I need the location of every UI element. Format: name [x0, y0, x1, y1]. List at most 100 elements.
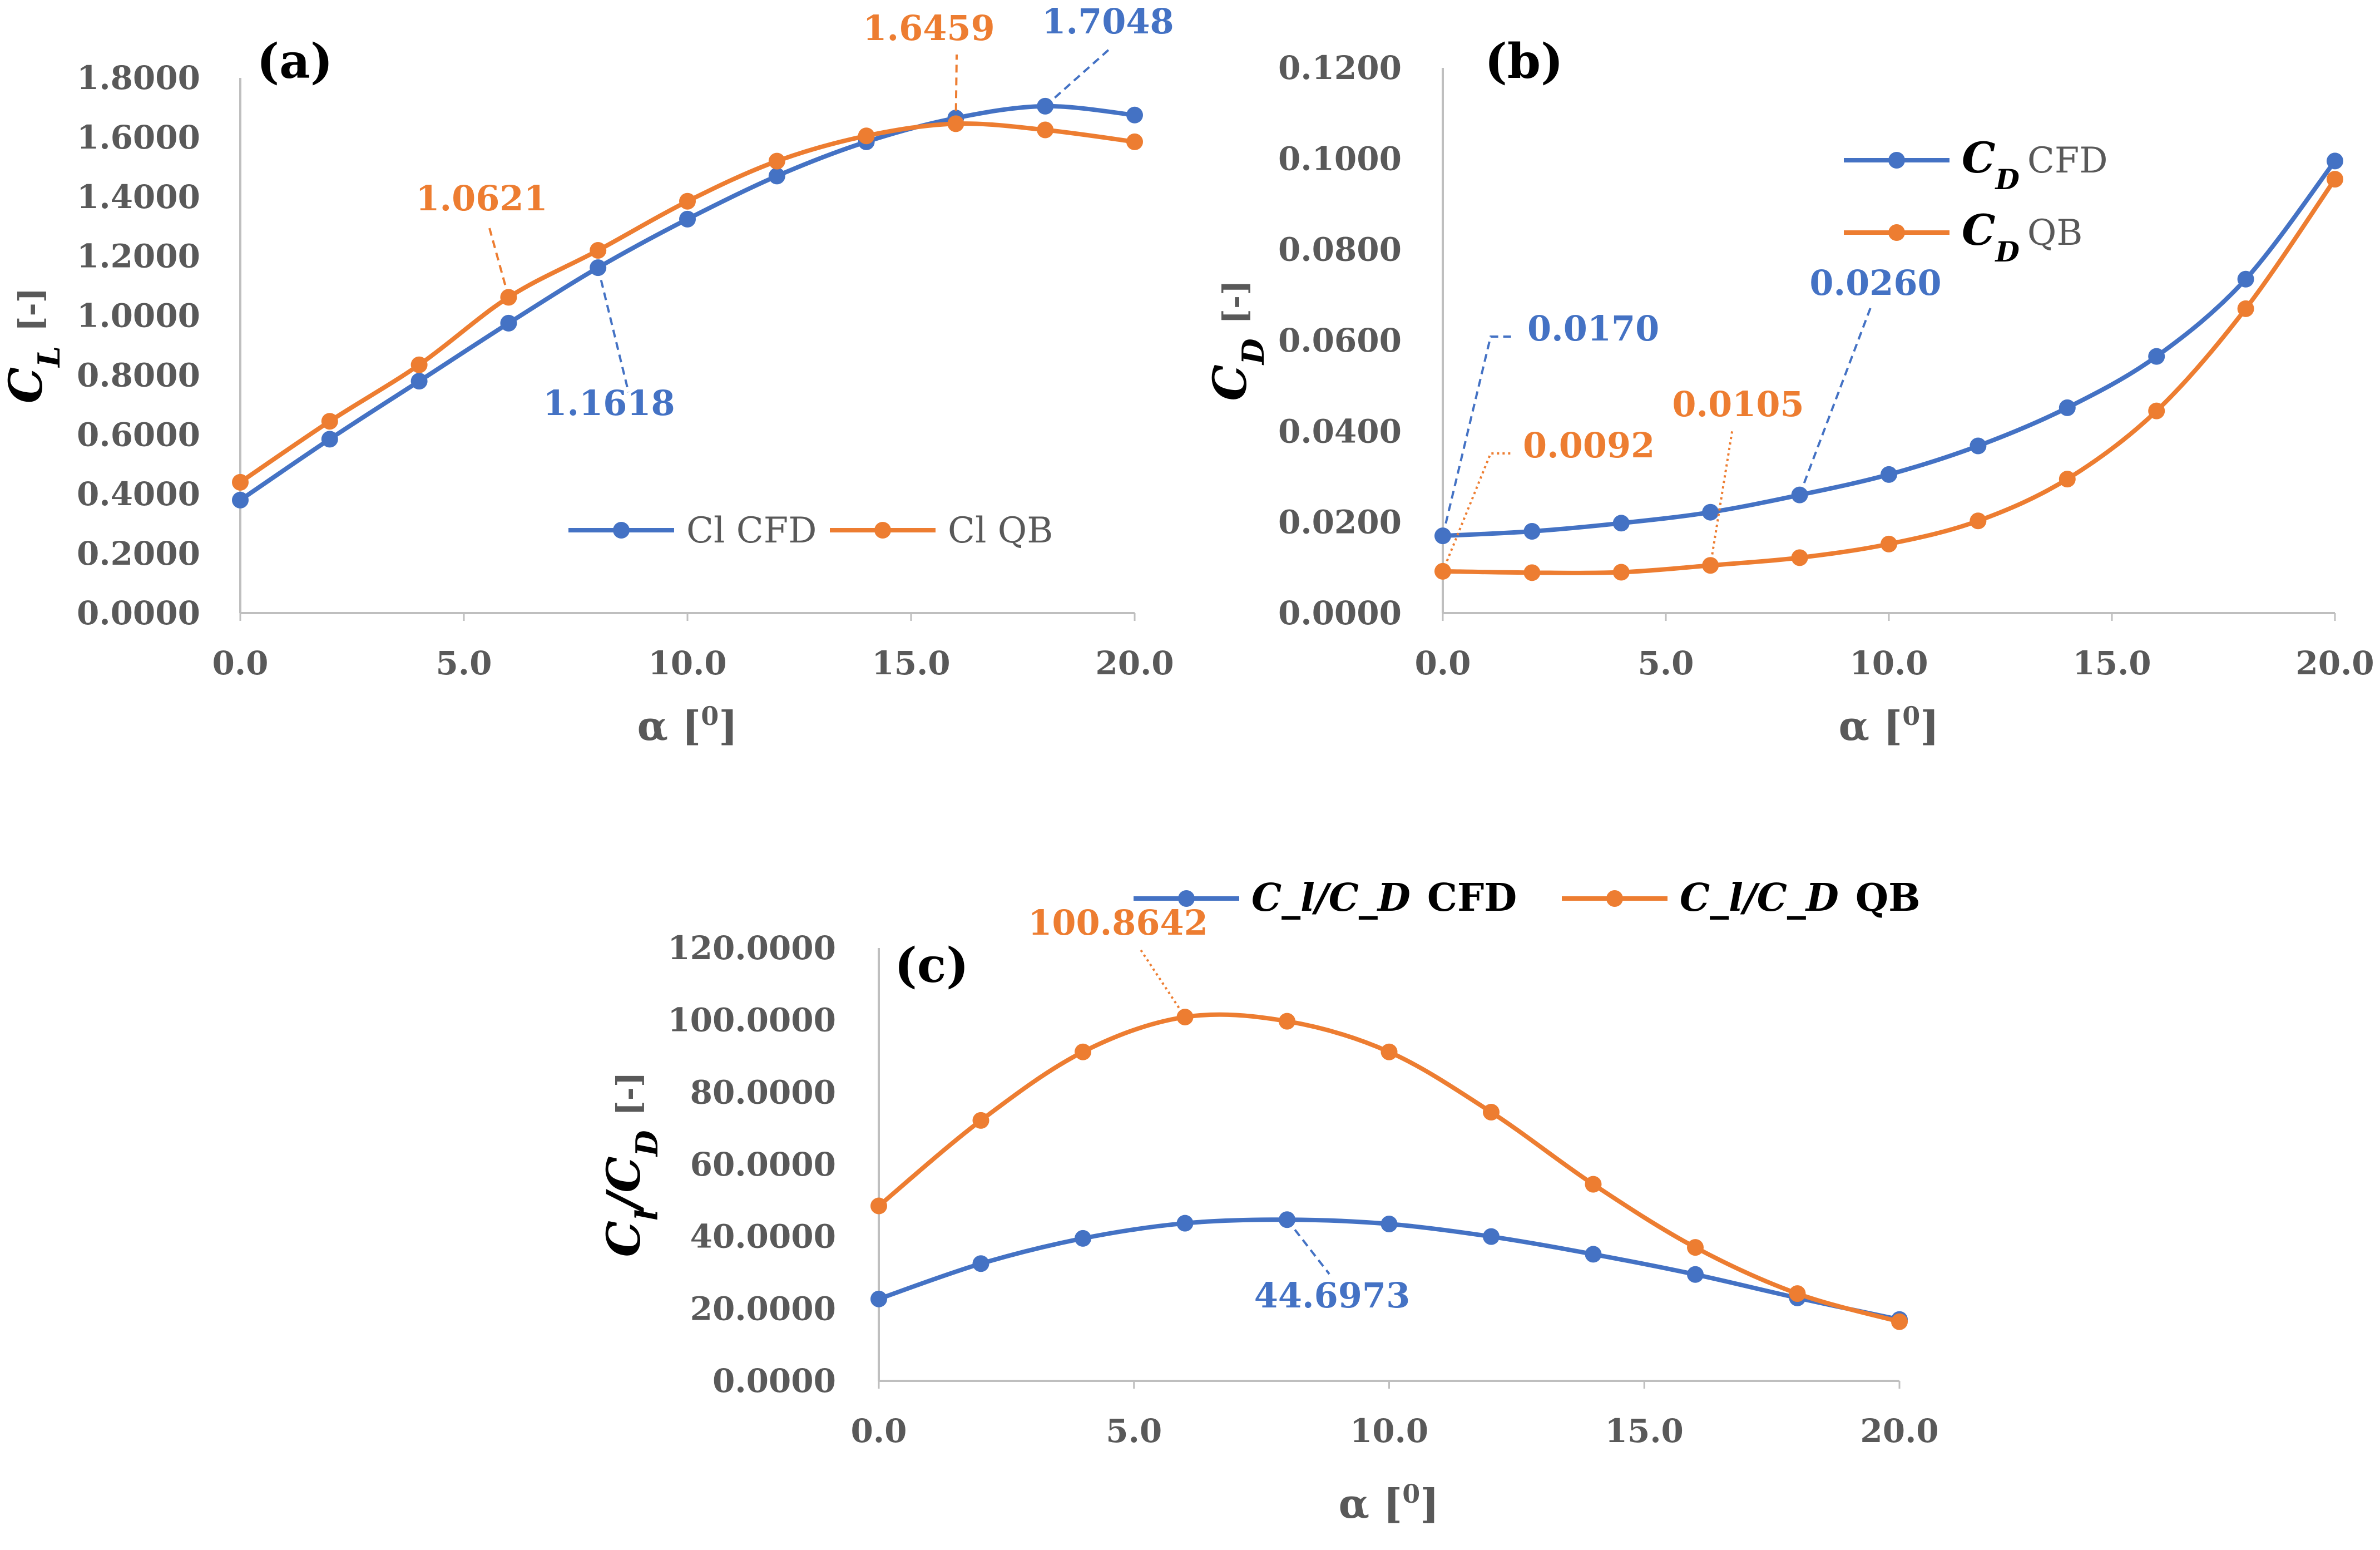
y-tick-label: 60.0000 — [690, 1146, 836, 1183]
annotation-leader — [1709, 428, 1734, 566]
x-axis-label: α [0] — [1339, 1479, 1439, 1527]
legend-prefix-sub: D — [1995, 163, 2020, 196]
x-tick-label: 5.0 — [436, 644, 492, 682]
x-axis-label: α [0] — [637, 701, 738, 749]
chart-panel-2: 0.0 5.0 10.0 15.0 20.0 0.0000 20.0000 40.0000 60… — [597, 876, 1939, 1527]
y-tick-label: 0.2000 — [77, 535, 200, 572]
data-point-cfd — [1126, 106, 1143, 124]
y-tick-label: 0.0000 — [712, 1362, 836, 1400]
y-axis-label-sub: D — [1235, 338, 1271, 366]
legend-name: CFD — [2027, 140, 2108, 181]
data-point-qb — [2237, 300, 2254, 317]
data-label: 100.8642 — [1028, 902, 1208, 943]
data-point-qb — [870, 1197, 887, 1215]
data-point-qb — [1970, 512, 1987, 530]
data-point-qb — [1075, 1043, 1091, 1060]
data-point-qb — [232, 473, 249, 491]
data-point-cfd — [1176, 1215, 1194, 1232]
x-tick-label: 0.0 — [1415, 644, 1471, 682]
legend-prefix: C_l/C_D — [1680, 876, 1839, 920]
data-label: 1.0621 — [415, 178, 547, 219]
y-axis-label: CD [-] — [1204, 280, 1271, 401]
data-point-qb — [1523, 564, 1541, 581]
y-tick-label: 0.0600 — [1278, 322, 1402, 359]
series-line-cfd — [1442, 160, 2337, 539]
data-point-qb — [1279, 1013, 1295, 1030]
data-point-cfd — [232, 491, 249, 509]
legend-prefix: C_l/C_D — [1251, 876, 1411, 920]
x-tick-label: 20.0 — [2295, 644, 2374, 682]
legend-name: Cl CFD — [686, 510, 817, 551]
x-axis-label-text: α [ — [1339, 1480, 1403, 1527]
data-point-cfd — [1881, 466, 1897, 483]
y-tick-label: 0.0200 — [1278, 503, 1402, 541]
x-tick-label: 5.0 — [1106, 1412, 1162, 1450]
data-point-cfd — [1075, 1230, 1091, 1247]
data-point-cfd — [1483, 1228, 1500, 1245]
data-point-cfd — [1702, 503, 1719, 521]
y-axis-label-main: C — [1204, 364, 1257, 401]
data-point-qb — [1789, 1285, 1806, 1302]
x-axis-label-text: α [ — [1839, 702, 1903, 749]
y-tick-label: 1.6000 — [77, 119, 200, 156]
data-point-cfd — [1523, 523, 1541, 540]
legend-label-qb: CD QB — [1962, 205, 2082, 268]
legend-marker-cfd — [1178, 890, 1195, 907]
x-axis-label-text: α [ — [637, 702, 701, 749]
legend-marker-qb — [1606, 890, 1623, 907]
data-point-qb — [858, 127, 875, 145]
y-tick-label: 80.0000 — [690, 1073, 836, 1111]
data-label: 0.0092 — [1523, 425, 1655, 466]
y-tick-label: 1.4000 — [77, 178, 200, 216]
data-label: 0.0170 — [1527, 308, 1659, 349]
annotation-leader — [1798, 304, 1873, 496]
panel-label: (b) — [1485, 33, 1563, 90]
data-point-qb — [321, 413, 338, 430]
x-tick-label: 10.0 — [1849, 644, 1928, 682]
data-point-cfd — [2059, 399, 2076, 416]
x-tick-label: 10.0 — [1350, 1412, 1428, 1450]
y-tick-label: 0.0800 — [1278, 231, 1402, 269]
y-axis-label-unit: [-] — [610, 1072, 647, 1116]
legend-label-cfd: Cl CFD — [686, 510, 817, 551]
series-line-qb — [239, 121, 1135, 485]
data-point-qb — [590, 241, 607, 259]
legend-prefix-sub: D — [1995, 235, 2020, 268]
y-tick-label: 0.8000 — [77, 356, 200, 394]
legend-marker-cfd — [1888, 152, 1905, 169]
legend-marker-qb — [1888, 224, 1905, 241]
chart-panel-1: 0.0 5.0 10.0 15.0 20.0 0.0000 0.0200 0.0400 0.06… — [1204, 33, 2374, 749]
data-point-cfd — [500, 314, 517, 332]
y-tick-label: 0.0000 — [77, 594, 200, 632]
data-point-cfd — [2148, 348, 2165, 365]
x-tick-label: 10.0 — [648, 644, 726, 682]
x-axis-label-sup: 0 — [1902, 701, 1920, 731]
data-point-cfd — [2237, 270, 2254, 288]
y-tick-label: 0.0000 — [1278, 594, 1402, 632]
data-point-qb — [1126, 133, 1143, 150]
x-axis-label-sup: 0 — [1402, 1479, 1420, 1509]
x-axis-label-close: ] — [1920, 702, 1939, 749]
x-axis-label: α [0] — [1839, 701, 1939, 749]
data-point-cfd — [410, 373, 428, 390]
series-line-qb — [1442, 177, 2337, 575]
data-point-qb — [1791, 549, 1808, 566]
x-tick-label: 15.0 — [872, 644, 950, 682]
data-point-qb — [1037, 121, 1054, 139]
legend-name: QB — [2027, 213, 2083, 254]
legend-marker-cfd — [613, 522, 630, 539]
y-tick-label: 1.8000 — [77, 59, 200, 97]
data-point-cfd — [1687, 1266, 1704, 1283]
y-axis-label: CL [-] — [0, 288, 67, 403]
x-tick-label: 0.0 — [851, 1412, 907, 1450]
y-axis-label-sub: L — [31, 346, 67, 368]
data-label: 44.6973 — [1254, 1275, 1410, 1316]
data-point-qb — [1585, 1176, 1602, 1193]
y-axis-label-sub: l — [629, 1210, 665, 1221]
y-axis-label-unit: [-] — [1216, 280, 1254, 324]
data-point-qb — [1612, 564, 1630, 581]
data-point-qb — [2327, 171, 2343, 188]
chart-panel-0: 0.0 5.0 10.0 15.0 20.0 0.0000 0.2000 0.4000 0.60… — [0, 1, 1174, 749]
annotation-leader — [1044, 48, 1111, 107]
